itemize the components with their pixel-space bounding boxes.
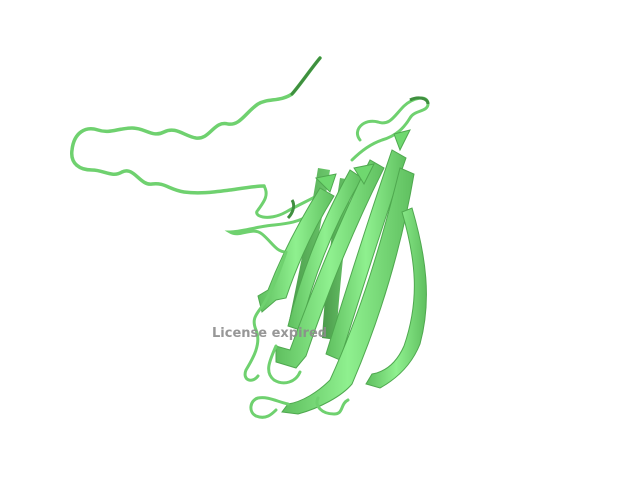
bottom-coil (267, 344, 302, 385)
beta-strand-1 (257, 187, 335, 313)
strand-arrowhead (314, 173, 337, 193)
bottom-coil (243, 250, 288, 382)
strand-arrowhead (393, 129, 411, 152)
n-terminal-coil (70, 56, 322, 195)
beta-strand-6 (365, 207, 427, 389)
bottom-coil (315, 396, 350, 416)
top-loop (350, 96, 430, 162)
bottom-coil (249, 396, 290, 419)
strand-arrowhead (353, 163, 375, 186)
beta-strand-5 (281, 167, 415, 415)
beta-strand-3 (275, 159, 385, 369)
